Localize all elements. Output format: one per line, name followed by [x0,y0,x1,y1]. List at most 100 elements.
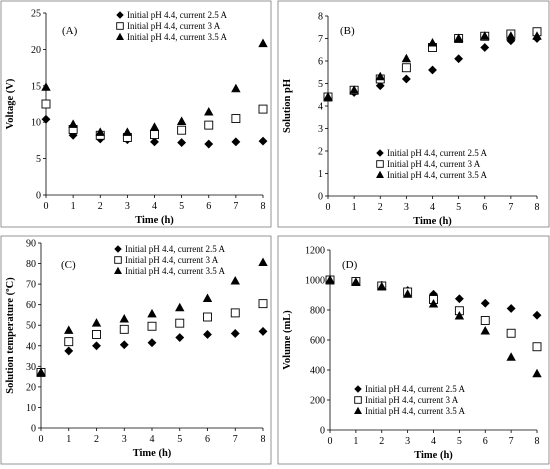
data-point [231,114,241,124]
series-triangle [325,274,542,378]
x-tick-label: 1 [66,434,71,445]
legend-marker [114,245,122,253]
x-tick-label: 3 [405,436,410,447]
data-point [375,71,385,81]
data-point [150,137,159,147]
data-point [480,325,490,335]
legend-entry: Initial pH 4.4, current 3.5 A [365,406,465,416]
data-point [401,74,411,84]
y-tick-label: 0 [318,192,323,203]
y-tick-label: 7 [318,34,323,45]
data-point [122,127,133,136]
x-tick-label: 4 [431,436,436,447]
data-point [175,318,185,328]
data-point [203,330,212,339]
y-tick-label: 90 [26,239,36,250]
series-square [41,99,268,142]
data-point [258,257,268,267]
panel-frame [277,235,550,465]
panel-label: (C) [61,259,76,271]
data-point [230,308,240,318]
y-axis-title: Voltage (V) [5,78,16,129]
legend-entry: Initial pH 4.4, current 2.5 A [127,10,227,20]
y-tick-label: 50 [26,321,36,332]
data-point [428,65,437,75]
data-point [176,116,187,125]
data-point [204,139,214,149]
data-point [402,289,413,298]
series-diamond [36,326,268,377]
x-tick-label: 5 [457,436,462,447]
data-point [349,85,359,94]
y-tick-label: 70 [26,280,36,291]
data-point [258,136,268,146]
data-point [64,337,74,347]
x-tick-label: 4 [152,201,157,212]
x-tick-label: 4 [150,434,155,445]
data-point [92,341,101,351]
data-point [231,137,241,147]
data-point [119,324,129,334]
legend-marker [354,396,362,404]
data-point [377,281,387,291]
legend-entry: Initial pH 4.4, current 2.5 A [125,244,225,254]
x-tick-label: 7 [508,202,513,213]
data-point [532,31,542,40]
legend-entry: Initial pH 4.4, current 3 A [365,395,459,405]
x-tick-label: 4 [430,202,435,213]
data-point [480,43,490,52]
y-tick-label: 2 [318,147,323,158]
y-tick-label: 400 [310,366,325,377]
data-point [351,277,361,286]
x-tick-label: 3 [404,202,409,213]
y-tick-label: 40 [26,341,36,352]
x-axis-title: Time (h) [414,450,453,461]
x-tick-label: 8 [261,201,266,212]
y-tick-label: 0 [36,191,41,202]
panel-a: 0 1 2 3 4 5 6 7 8 0 5 10 15 20 25 Time (h) Voltage (V) (A… [0,0,272,228]
data-point [454,294,464,304]
data-point [325,274,335,284]
data-point [506,328,516,338]
data-point [175,302,185,312]
x-tick-label: 1 [353,436,358,447]
y-tick-label: 80 [26,259,36,270]
x-tick-label: 6 [205,434,210,445]
y-tick-label: 5 [318,79,323,90]
series-triangle [36,257,268,377]
y-tick-label: 60 [26,300,36,311]
series-triangle [323,31,542,101]
data-point [401,53,412,63]
data-point [147,338,157,348]
data-point [41,82,51,91]
data-point [427,37,438,47]
data-point [92,330,101,339]
x-tick-label: 8 [261,434,266,445]
x-axis-title: Time (h) [135,215,174,226]
panel-b: 0 1 2 3 4 5 6 7 8 0 1 2 3 4 5 6 7 8 Time (h) Solution pH (B)… [277,0,550,228]
y-tick-label: 800 [310,306,325,317]
x-tick-label: 6 [206,201,211,212]
data-point [177,138,187,148]
y-axis-title: Solution pH [282,79,293,133]
data-point [147,321,157,331]
data-point [480,31,490,40]
x-tick-label: 1 [71,201,76,212]
x-tick-label: 7 [233,434,238,445]
y-tick-label: 6 [318,57,323,68]
data-point [532,310,542,320]
legend-marker [354,385,362,393]
y-tick-label: 0 [31,424,36,435]
legend-entry: Initial pH 4.4, current 3 A [127,21,221,31]
y-tick-label: 3 [318,124,323,135]
data-point [175,333,185,342]
legend-marker [116,32,124,40]
x-tick-label: 3 [122,434,127,445]
panel-label: (A) [62,25,78,37]
data-point [323,91,333,101]
y-tick-label: 10 [31,118,41,129]
y-tick-label: 15 [31,81,41,92]
data-point [506,352,516,361]
